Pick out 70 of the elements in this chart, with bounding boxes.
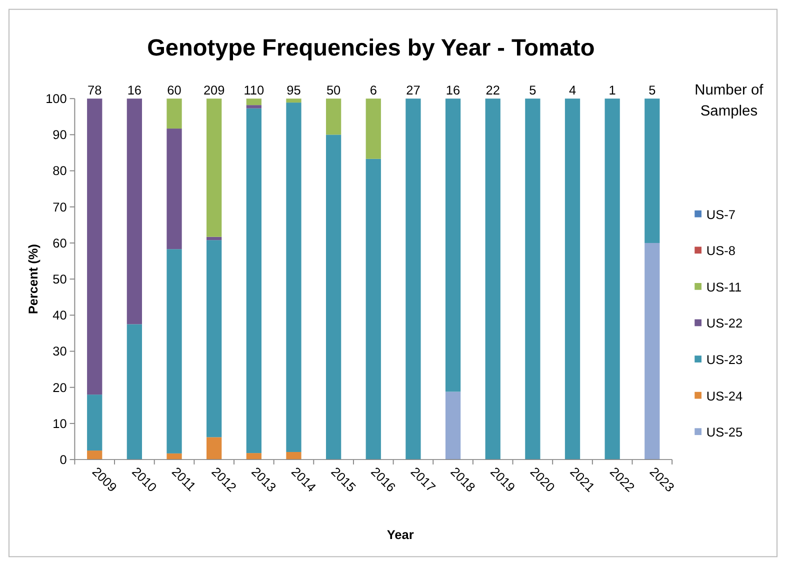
bar [644, 98, 660, 243]
bar [206, 236, 222, 240]
annotation: 16 [127, 82, 142, 98]
bar [445, 392, 461, 460]
bar [326, 98, 342, 135]
bar [87, 394, 102, 451]
bar [366, 158, 381, 460]
annotation: 209 [203, 82, 225, 98]
bar [126, 98, 142, 324]
chart-title: Genotype Frequencies by Year - Tomato [147, 34, 595, 60]
legend-label: US-24 [706, 388, 743, 404]
y-tick-label: 30 [52, 344, 67, 359]
y-tick-label: 100 [46, 91, 67, 106]
y-tick-label: 90 [52, 127, 67, 142]
annotation: 5 [529, 82, 536, 98]
annotation: 110 [244, 82, 264, 98]
bar [485, 98, 500, 460]
bar [286, 452, 302, 460]
annotation: 4 [568, 82, 576, 98]
y-tick-label: 60 [52, 235, 67, 250]
y-tick-label: 40 [52, 308, 67, 323]
bar [206, 98, 222, 237]
y-tick-label: 70 [52, 199, 67, 214]
bar [246, 98, 262, 106]
bar [366, 98, 381, 159]
bar [206, 437, 222, 460]
x-axis-title: Year [386, 527, 414, 542]
bar [87, 98, 102, 395]
bar [166, 128, 182, 250]
y-tick-label: 0 [60, 452, 67, 468]
annotation: 1 [608, 82, 616, 98]
annotation: 78 [88, 82, 102, 98]
annotation: 27 [406, 82, 420, 98]
bar [286, 98, 302, 103]
bar [564, 98, 580, 460]
bar [166, 453, 182, 460]
bar [206, 240, 222, 438]
bar [326, 134, 342, 460]
annotation: 95 [286, 82, 301, 98]
bar [166, 249, 182, 454]
legend-label: US-8 [706, 243, 736, 258]
bar [445, 98, 461, 392]
y-tick-label: 10 [52, 416, 67, 431]
bar [166, 98, 182, 129]
legend-label: US-23 [706, 352, 743, 367]
y-axis-title: Percent (%) [25, 244, 40, 314]
bar [644, 242, 660, 460]
bar [406, 98, 421, 460]
annotation: 6 [370, 82, 377, 98]
annotation: 16 [446, 82, 460, 98]
bar [525, 98, 540, 460]
bar [87, 450, 102, 460]
annotation: 22 [486, 82, 500, 98]
annotation: 60 [167, 82, 182, 98]
legend-label: US-11 [706, 279, 742, 294]
bar [604, 98, 620, 460]
bar [246, 453, 262, 460]
bar [126, 324, 142, 460]
legend-label: US-22 [706, 316, 743, 331]
y-tick-label: 80 [52, 163, 67, 178]
annotation: 5 [648, 82, 656, 98]
legend-label: US-25 [706, 424, 743, 440]
y-tick-label: 20 [52, 380, 67, 395]
annotation: 50 [326, 82, 341, 98]
legend-label: US-7 [706, 206, 736, 222]
y-tick-label: 50 [52, 272, 67, 287]
bar [246, 108, 262, 454]
bar [286, 102, 302, 452]
text: Number of Samples [694, 82, 764, 120]
bar [246, 105, 262, 108]
